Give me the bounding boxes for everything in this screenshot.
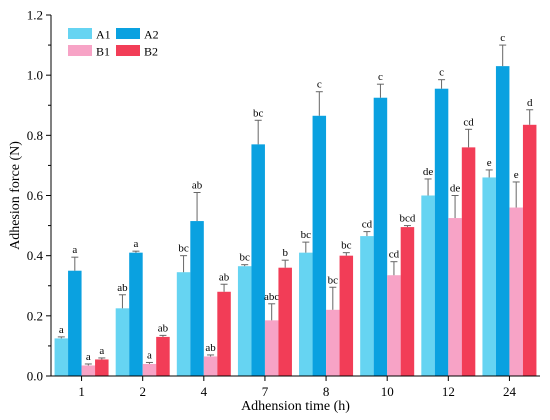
significance-label: a: [99, 345, 104, 357]
legend-label-b2: B2: [144, 45, 158, 59]
significance-label: cd: [389, 249, 400, 261]
significance-label: e: [514, 169, 519, 181]
significance-label: e: [487, 157, 492, 169]
bar-a2-24: [495, 66, 510, 376]
significance-label: c: [500, 32, 505, 44]
bar-a1-12: [421, 195, 435, 376]
bar-a1-10: [360, 236, 374, 376]
significance-label: a: [72, 244, 77, 256]
y-tick-label: 1.2: [27, 8, 43, 23]
legend-label-b1: B1: [96, 45, 110, 59]
significance-label: c: [317, 79, 322, 91]
significance-label: c: [378, 71, 383, 83]
bar-a2-10: [373, 97, 388, 376]
significance-label: bc: [328, 274, 339, 286]
bar-a2-8: [312, 115, 327, 376]
bar-b2-10: [400, 227, 415, 376]
bar-a2-12: [434, 88, 449, 376]
significance-label: ab: [219, 271, 230, 283]
legend-label-a1: A1: [96, 28, 111, 42]
bar-b1-4: [203, 356, 218, 376]
bar-a1-2: [115, 308, 130, 376]
significance-label: ab: [192, 179, 203, 191]
bar-a2-7: [251, 144, 265, 376]
significance-label: c: [439, 67, 444, 79]
bar-a1-24: [482, 177, 496, 376]
bar-a2-4: [190, 221, 204, 376]
significance-label: d: [527, 97, 533, 109]
bar-b1-10: [387, 275, 401, 376]
y-tick-label: 0.8: [27, 128, 43, 143]
significance-label: bc: [239, 252, 250, 264]
significance-label: bc: [341, 240, 352, 252]
significance-label: bc: [301, 229, 312, 241]
significance-label: ab: [158, 322, 169, 334]
y-tick-label: 0.6: [27, 188, 44, 203]
bar-a1-8: [299, 252, 313, 376]
legend: A1 A2 B1 B2: [68, 28, 159, 59]
significance-label: abc: [264, 291, 279, 303]
x-tick-label: 7: [262, 384, 269, 399]
bar-b2-2: [156, 336, 170, 376]
bar-b2-24: [522, 124, 537, 376]
bar-a1-1: [54, 338, 69, 376]
legend-label-a2: A2: [144, 28, 159, 42]
x-tick-label: 4: [201, 384, 208, 399]
bar-b1-8: [326, 309, 340, 376]
bar-b2-12: [461, 147, 476, 376]
significance-label: a: [59, 324, 64, 336]
bar-b1-12: [448, 218, 462, 376]
y-tick-label: 0.4: [27, 248, 44, 263]
significance-label: bc: [253, 107, 264, 119]
bar-a1-7: [237, 266, 252, 376]
x-tick-label: 8: [323, 384, 330, 399]
x-tick-label: 10: [381, 384, 394, 399]
bar-b2-1: [95, 359, 109, 376]
significance-label: ab: [117, 282, 128, 294]
x-tick-label: 12: [442, 384, 455, 399]
bar-a2-2: [129, 252, 143, 376]
y-tick-label: 1.0: [27, 68, 43, 83]
significance-label: b: [282, 247, 288, 259]
bar-a1-4: [176, 272, 191, 376]
bar-b1-7: [264, 320, 279, 376]
bar-a2-1: [68, 270, 82, 376]
significance-label: de: [450, 183, 461, 195]
bar-b2-7: [278, 267, 292, 376]
y-tick-label: 0.0: [27, 369, 43, 384]
x-tick-label: 1: [78, 384, 85, 399]
bar-b2-4: [217, 291, 231, 376]
legend-swatch-b1: [68, 45, 92, 56]
significance-label: a: [133, 238, 138, 250]
legend-swatch-a2: [116, 28, 140, 39]
bar-b1-24: [509, 207, 523, 376]
x-tick-label: 24: [503, 384, 517, 399]
significance-label: de: [423, 166, 434, 178]
significance-label: bcd: [399, 213, 415, 225]
significance-label: a: [86, 351, 91, 363]
significance-label: cd: [463, 116, 474, 128]
bar-b1-2: [142, 363, 157, 376]
significance-label: bc: [178, 243, 189, 255]
axes: Adhension time (h) Adhesion force (N) 0.…: [8, 8, 540, 414]
significance-label: cd: [362, 219, 373, 231]
y-tick-label: 0.2: [27, 308, 43, 323]
bar-b2-8: [339, 255, 354, 376]
significance-label: a: [147, 349, 152, 361]
bar-b1-1: [81, 365, 96, 376]
legend-swatch-b2: [116, 45, 140, 56]
x-axis-title: Adhension time (h): [241, 399, 350, 414]
legend-swatch-a1: [68, 28, 92, 39]
x-tick-label: 2: [139, 384, 146, 399]
significance-label: ab: [205, 342, 216, 354]
y-axis-title: Adhesion force (N): [8, 141, 23, 250]
